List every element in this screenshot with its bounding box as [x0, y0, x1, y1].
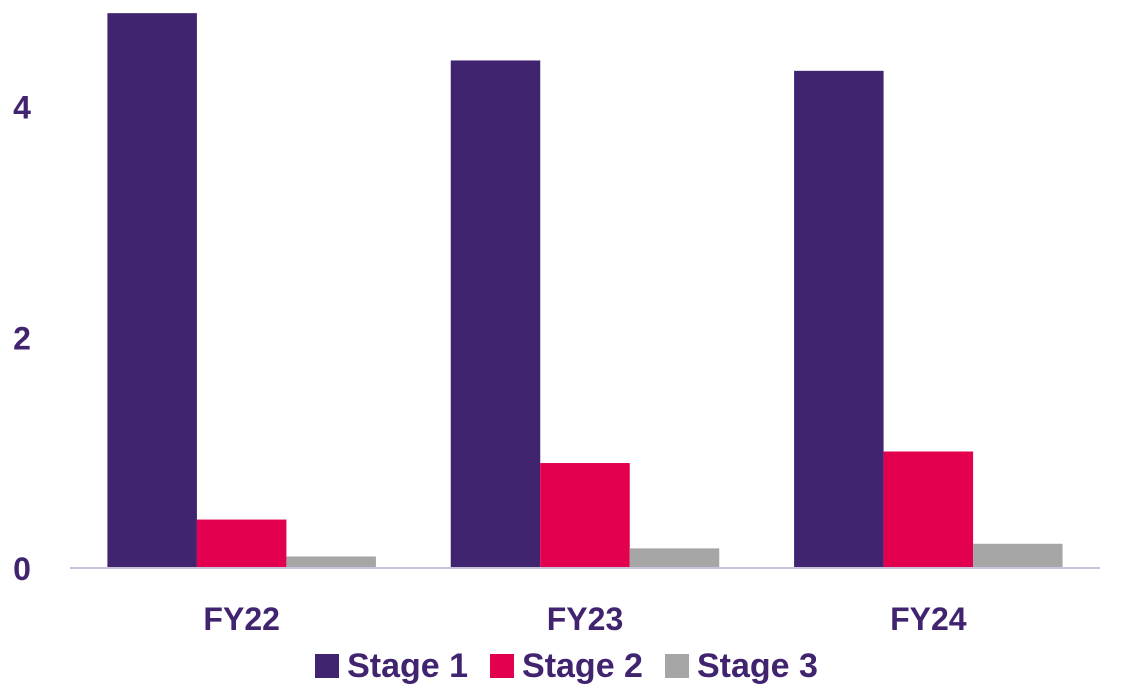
legend-item-stage-3: Stage 3	[664, 647, 818, 685]
y-tick-label-0: 0	[13, 551, 31, 587]
bar-fy24-stage-2	[883, 451, 974, 568]
legend-item-stage-2: Stage 2	[490, 649, 643, 683]
legend-item-stage-1: Stage 1	[315, 649, 468, 683]
legend-label-stage-1: Stage 1	[347, 647, 469, 685]
y-axis-ticks: 0 2 4	[13, 90, 31, 587]
bar-fy22-stage-1	[107, 13, 197, 569]
bar-fy23-stage-3	[629, 548, 720, 568]
x-tick-label-fy24: FY24	[890, 601, 967, 637]
x-tick-label-fy23: FY23	[547, 601, 623, 637]
x-axis-ticks: FY22 FY23 FY24	[203, 601, 966, 637]
bar-fy22-stage-3	[286, 556, 376, 568]
y-tick-label-4: 4	[13, 90, 31, 126]
x-tick-label-fy22: FY22	[203, 601, 279, 637]
bar-chart: 0 2 4 FY22 FY23 FY24	[13, 13, 1100, 637]
bar-fy23-stage-1	[450, 60, 541, 569]
bars	[107, 13, 1063, 569]
legend-swatch-stage-1	[315, 654, 340, 678]
bar-fy24-stage-1	[794, 70, 884, 569]
legend-label-stage-3: Stage 3	[696, 647, 818, 685]
bar-fy23-stage-2	[540, 463, 630, 568]
legend: Stage 1 Stage 2 Stage 3	[0, 644, 1133, 688]
legend-label-stage-2: Stage 2	[522, 647, 643, 685]
bar-fy24-stage-3	[973, 543, 1063, 568]
bar-fy22-stage-2	[196, 519, 287, 568]
y-tick-label-2: 2	[13, 320, 31, 356]
legend-swatch-stage-2	[490, 654, 515, 678]
legend-swatch-stage-3	[664, 654, 689, 678]
